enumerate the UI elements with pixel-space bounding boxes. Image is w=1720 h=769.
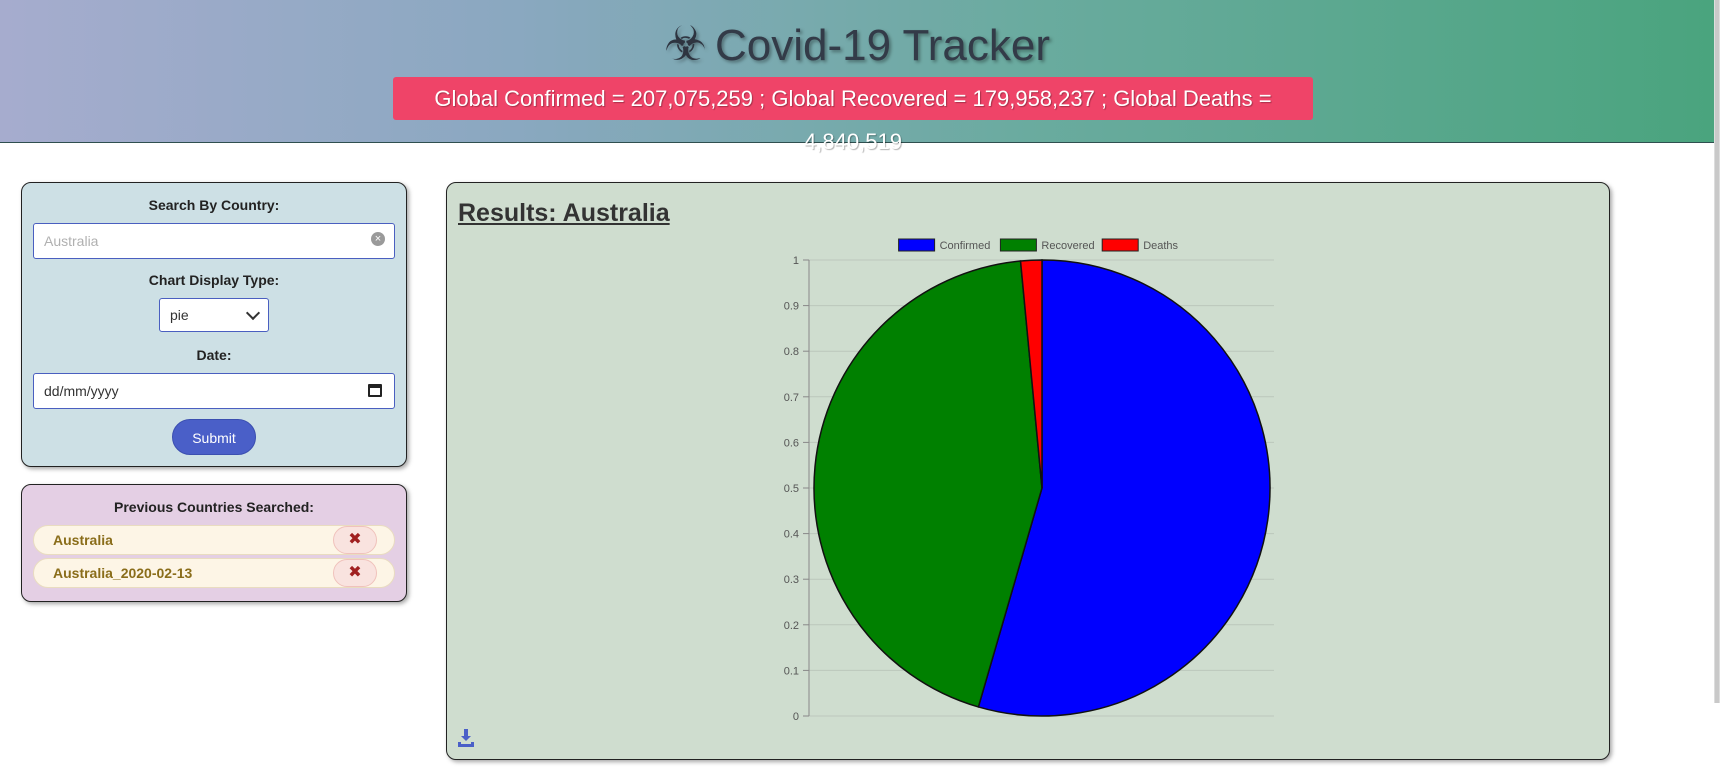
biohazard-icon: ☣ xyxy=(663,18,707,71)
clear-input-icon[interactable]: × xyxy=(371,232,385,246)
previous-searches-title: Previous Countries Searched: xyxy=(114,499,314,515)
pie-slice-deaths xyxy=(1019,259,1043,489)
results-panel: Results: Australia 0 0.1 0.2 0.3 0.4 0.5 0.6 0.… xyxy=(446,182,1610,760)
chart-type-value: pie xyxy=(170,307,189,323)
chart-type-select[interactable]: pie xyxy=(159,298,269,332)
app-header: ☣ Covid-19 Tracker Global Confirmed = 207… xyxy=(0,0,1714,154)
search-panel: Search By Country: × Chart Display Type:… xyxy=(21,182,407,467)
previous-search-item[interactable]: Australia_2020-02-13 ✖ xyxy=(33,558,395,588)
page-scrollbar[interactable] xyxy=(1714,0,1720,703)
download-icon[interactable] xyxy=(458,729,474,747)
remove-search-button[interactable]: ✖ xyxy=(333,526,377,554)
y-tick-label: 0 xyxy=(793,711,799,723)
y-tick-label: 0.5 xyxy=(784,483,799,495)
previous-search-label[interactable]: Australia xyxy=(53,532,113,548)
previous-searches-panel: Previous Countries Searched: Australia ✖… xyxy=(21,484,407,602)
results-title: Results: Australia xyxy=(458,199,670,227)
legend-swatch-recovered xyxy=(999,238,1037,252)
y-tick-label: 0.6 xyxy=(784,437,799,449)
remove-search-button[interactable]: ✖ xyxy=(333,559,377,587)
date-placeholder: dd/mm/yyyy xyxy=(44,383,119,399)
y-tick-label: 0.8 xyxy=(784,346,799,358)
legend-label-recovered: Recovered xyxy=(1041,240,1094,252)
y-tick-label: 0.4 xyxy=(784,529,799,541)
pie-slice-confirmed xyxy=(977,259,1271,717)
y-tick-label: 0.7 xyxy=(784,392,799,404)
country-search-input[interactable] xyxy=(33,223,395,259)
y-tick-label: 0.2 xyxy=(784,620,799,632)
global-stats-banner: Global Confirmed = 207,075,259 ; Global … xyxy=(393,77,1313,154)
y-tick-label: 0.9 xyxy=(784,301,799,313)
chart-type-label: Chart Display Type: xyxy=(148,272,280,288)
y-tick-label: 1 xyxy=(793,255,799,267)
page-title: ☣ Covid-19 Tracker xyxy=(0,16,1714,72)
legend-swatch-deaths xyxy=(1101,238,1139,252)
y-tick-label: 0.1 xyxy=(784,665,799,677)
country-input-wrapper: × xyxy=(33,223,395,259)
y-tick-label: 0.3 xyxy=(784,574,799,586)
scrollbar-thumb[interactable] xyxy=(1715,0,1719,703)
legend-swatch-confirmed xyxy=(898,238,936,252)
pie-chart: 0 0.1 0.2 0.3 0.4 0.5 0.6 0.7 0.8 0.9 1 Confirmed Re… xyxy=(784,238,1274,723)
date-label: Date: xyxy=(196,347,232,363)
submit-button[interactable]: Submit xyxy=(172,419,256,455)
legend-label-confirmed: Confirmed xyxy=(940,240,991,252)
date-input[interactable]: dd/mm/yyyy xyxy=(33,373,395,409)
search-country-label: Search By Country: xyxy=(148,197,280,213)
legend-label-deaths: Deaths xyxy=(1143,240,1178,252)
calendar-icon[interactable] xyxy=(368,384,382,397)
page-title-text: Covid-19 Tracker xyxy=(715,21,1051,70)
chevron-down-icon xyxy=(245,305,261,321)
previous-search-label[interactable]: Australia_2020-02-13 xyxy=(53,565,193,581)
previous-search-item[interactable]: Australia ✖ xyxy=(33,525,395,555)
pie-slice-recovered xyxy=(813,260,1043,708)
